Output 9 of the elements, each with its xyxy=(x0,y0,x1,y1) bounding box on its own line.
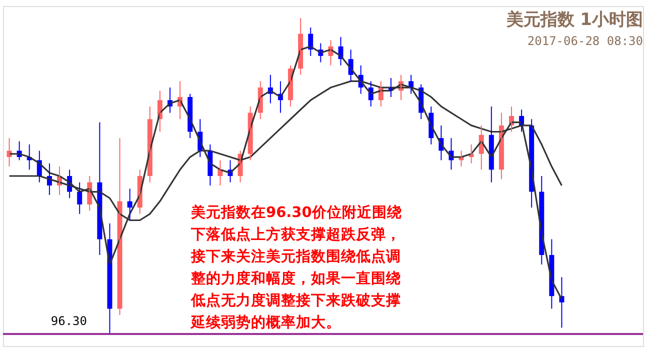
annotation: 整的力度和幅度，如果一直围绕 xyxy=(190,269,401,287)
annotation: 接下来关注美元指数围绕低点调 xyxy=(190,247,401,265)
annotation: 延续弱势的概率加大。 xyxy=(190,313,341,331)
chart-title: 美元指数 1小时图 xyxy=(505,10,643,30)
annotation: 美元指数在96.30价位附近围绕 xyxy=(190,203,402,221)
annotation: 96.30 xyxy=(50,314,87,328)
annotation: 低点无力度调整接下来跌破支撑 xyxy=(190,291,401,309)
text: 2017-06-28 08:30 xyxy=(527,34,643,48)
annotation: 下落低点上方获支撑超跌反弹， xyxy=(190,225,401,243)
